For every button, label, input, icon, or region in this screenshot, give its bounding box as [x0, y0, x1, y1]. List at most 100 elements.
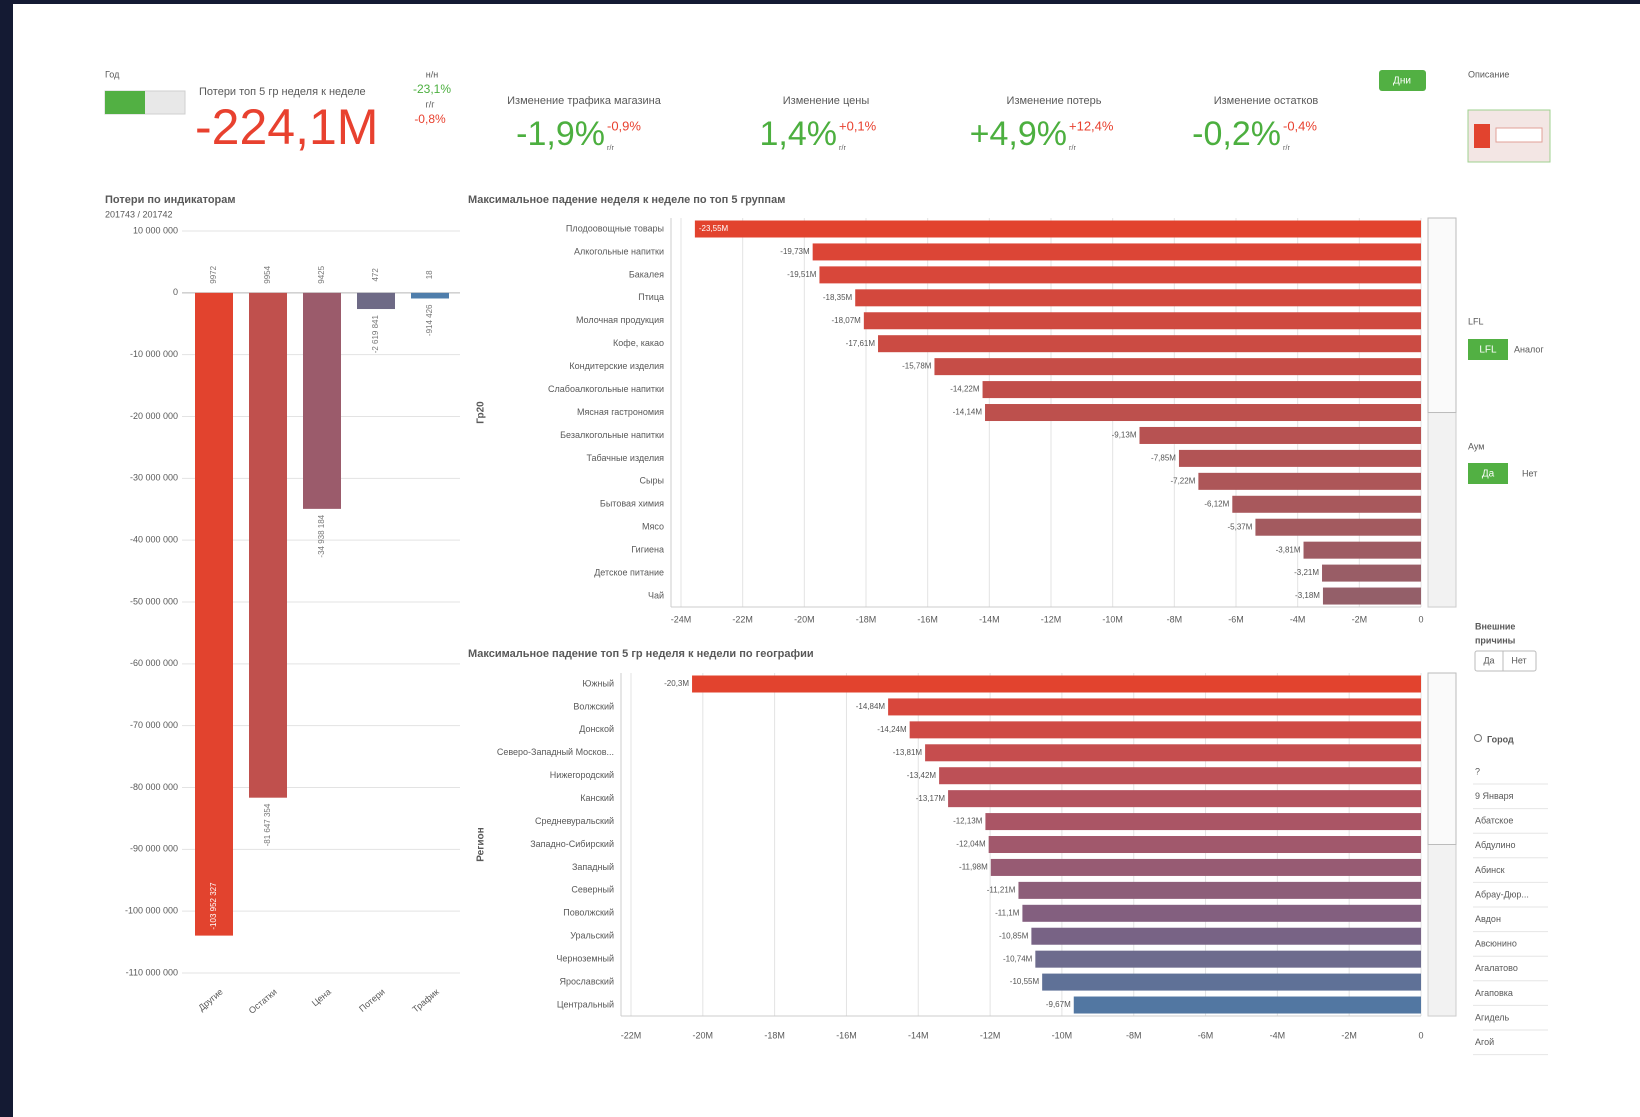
- thumbnail-art: [1495, 127, 1543, 143]
- bar: [1322, 587, 1421, 605]
- kpi-sub-label: г/г: [607, 145, 614, 152]
- city-item[interactable]: Абатское: [1475, 816, 1513, 826]
- y-tick-label: Волжский: [573, 701, 614, 711]
- bar: [985, 813, 1421, 831]
- y-tick-label: Молочная продукция: [576, 315, 664, 325]
- city-item[interactable]: Авдон: [1475, 914, 1501, 924]
- kpi-title: Изменение потерь: [1007, 95, 1102, 107]
- city-item[interactable]: Агидель: [1475, 1012, 1510, 1022]
- value-label: -103 952 327: [209, 882, 218, 930]
- yoy-value: -0,8%: [414, 112, 446, 126]
- bar: [357, 292, 395, 310]
- city-item[interactable]: 9 Января: [1475, 791, 1514, 801]
- x-tick-label: -20M: [794, 614, 815, 624]
- kpi-title: Изменение цены: [783, 95, 870, 107]
- y-tick-label: -10 000 000: [130, 349, 178, 359]
- kpi-sub-value: -0,4%: [1283, 118, 1317, 133]
- count-label: 18: [425, 270, 434, 279]
- year-toggle-on[interactable]: [105, 91, 145, 114]
- value-label: -10,85M: [999, 931, 1029, 940]
- bar: [1255, 518, 1421, 536]
- aum-option-label[interactable]: Нет: [1522, 468, 1537, 478]
- y-tick-label: Кондитерские изделия: [569, 361, 664, 371]
- y-tick-label: 0: [173, 287, 178, 297]
- value-label: -34 938 184: [317, 514, 326, 557]
- x-tick-label: -16M: [836, 1030, 857, 1040]
- x-tick-label: -8M: [1167, 614, 1183, 624]
- search-icon[interactable]: [1474, 734, 1482, 742]
- external-option[interactable]: Да: [1483, 655, 1494, 665]
- scrollbar-thumb[interactable]: [1427, 217, 1457, 414]
- aum-option-label[interactable]: Да: [1482, 469, 1495, 480]
- value-label: -9,13M: [1112, 431, 1137, 440]
- city-item[interactable]: Абинск: [1475, 865, 1505, 875]
- x-tick-label: -8M: [1126, 1030, 1142, 1040]
- x-tick-label: Цена: [310, 987, 333, 1009]
- y-tick-label: 10 000 000: [133, 225, 178, 235]
- value-label: -3,81M: [1276, 545, 1301, 554]
- kpi-value: -1,9%: [516, 115, 605, 153]
- kpi-value: +4,9%: [970, 115, 1067, 153]
- city-item[interactable]: Авсюнино: [1475, 939, 1517, 949]
- lfl-option[interactable]: [1468, 339, 1508, 360]
- bar: [1139, 426, 1421, 444]
- y-tick-label: Донской: [579, 724, 614, 734]
- y-tick-label: Северо-Западный Москов...: [497, 747, 614, 757]
- city-item[interactable]: ?: [1475, 766, 1480, 776]
- bar: [1178, 449, 1421, 467]
- bar: [1232, 495, 1421, 513]
- bar: [411, 292, 449, 299]
- city-item[interactable]: Абдулино: [1475, 840, 1516, 850]
- scrollbar-thumb[interactable]: [1427, 672, 1457, 846]
- value-label: -12,13M: [953, 817, 983, 826]
- y-tick-label: Канский: [580, 793, 614, 803]
- y-tick-label: Бытовая химия: [600, 499, 664, 509]
- bar: [988, 836, 1421, 854]
- y-tick-label: -70 000 000: [130, 720, 178, 730]
- bar: [982, 381, 1421, 399]
- value-label: -14,84M: [856, 702, 886, 711]
- y-tick-label: Северный: [571, 885, 614, 895]
- bar: [878, 335, 1421, 353]
- count-label: 9954: [263, 265, 272, 283]
- x-tick-label: -4M: [1270, 1030, 1286, 1040]
- lfl-option-label[interactable]: LFL: [1479, 345, 1497, 356]
- y-tick-label: -80 000 000: [130, 782, 178, 792]
- external-option[interactable]: Нет: [1511, 655, 1526, 665]
- bar: [1042, 973, 1421, 991]
- city-item[interactable]: Агалатово: [1475, 963, 1518, 973]
- kpi-sub-value: +12,4%: [1069, 118, 1114, 133]
- y-tick-label: Птица: [638, 292, 664, 302]
- days-button[interactable]: [1379, 70, 1426, 91]
- x-tick-label: -10M: [1052, 1030, 1073, 1040]
- days-button-label[interactable]: Дни: [1393, 76, 1411, 87]
- dimension-label[interactable]: Гр20: [476, 401, 487, 424]
- bar: [934, 358, 1421, 376]
- city-item[interactable]: Абрау-Дюр...: [1475, 889, 1529, 899]
- y-tick-label: Ярославский: [560, 976, 614, 986]
- external-toggle[interactable]: [1474, 650, 1537, 672]
- aum-option[interactable]: [1468, 463, 1508, 484]
- chart-title: Максимальное падение неделя к неделе по …: [468, 194, 785, 206]
- external-label: Внешние: [1475, 621, 1515, 631]
- x-tick-label: -22M: [732, 614, 753, 624]
- value-label: -81 647 354: [263, 803, 272, 846]
- y-tick-label: Центральный: [557, 999, 614, 1009]
- value-label: -11,1M: [995, 908, 1020, 917]
- y-tick-label: Кофе, какао: [613, 338, 664, 348]
- x-tick-label: -10M: [1102, 614, 1123, 624]
- x-tick-label: -4M: [1290, 614, 1306, 624]
- kpi-sub-label: г/г: [1069, 145, 1076, 152]
- kpi-sub-value: -0,9%: [607, 118, 641, 133]
- lfl-option-label[interactable]: Аналог: [1514, 344, 1544, 354]
- yoy-label: г/г: [425, 99, 435, 109]
- x-tick-label: 0: [1418, 614, 1423, 624]
- dimension-label[interactable]: Регион: [476, 827, 487, 861]
- value-label: -914 426: [425, 304, 434, 336]
- city-label[interactable]: Город: [1487, 734, 1514, 744]
- y-tick-label: Гигиена: [631, 545, 664, 555]
- city-item[interactable]: Агаповка: [1475, 988, 1513, 998]
- city-item[interactable]: Агой: [1475, 1037, 1494, 1047]
- value-label: -13,81M: [893, 748, 923, 757]
